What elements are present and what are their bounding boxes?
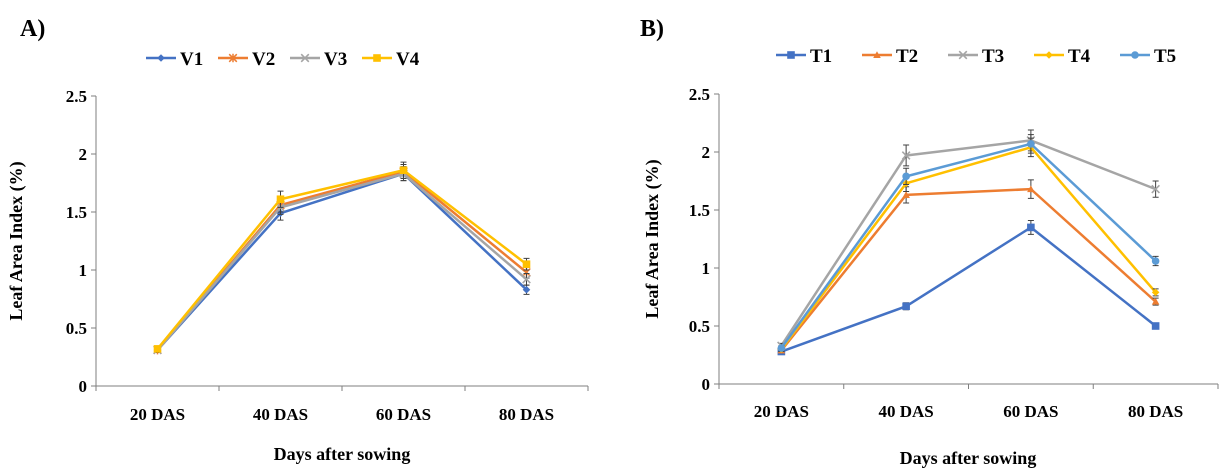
data-point (777, 344, 786, 352)
x-axis-title: Days after sowing (274, 444, 411, 464)
data-point (1151, 288, 1160, 297)
panel-label: A) (20, 16, 45, 42)
legend-item: V4 (362, 49, 420, 70)
legend-marker (873, 51, 881, 59)
series-line (156, 168, 528, 350)
data-point (399, 166, 408, 175)
data-point (902, 172, 910, 181)
series-T1 (777, 219, 1160, 356)
y-axis-title: Leaf Area Index (%) (642, 159, 663, 318)
legend-item: V2 (218, 49, 275, 70)
chart-panel-1: A) V1 V2 V3 V4 0 0.5 1 1.5 2 2.5 20 DAS 40 DAS 60 DAS… (6, 16, 589, 464)
y-tick-label: 1.5 (66, 203, 87, 222)
legend-marker (300, 53, 310, 63)
x-tick-label: 20 DAS (754, 402, 809, 421)
data-point (901, 151, 911, 160)
legend-label: V4 (396, 49, 420, 70)
y-axis-title: Leaf Area Index (%) (6, 161, 27, 320)
y-tick-label: 0.5 (66, 319, 87, 338)
legend-marker (958, 50, 968, 60)
legend-item: T4 (1034, 46, 1091, 67)
series-line (780, 142, 1157, 349)
x-tick-label: 20 DAS (130, 405, 185, 424)
legend-item: V3 (290, 49, 347, 70)
legend-marker (228, 53, 238, 63)
y-tick-label: 0 (702, 375, 711, 394)
legend-marker (1131, 51, 1139, 59)
legend-label: T4 (1068, 46, 1091, 67)
legend-marker (157, 54, 165, 62)
data-point (153, 345, 162, 353)
panel-label: B) (640, 16, 664, 42)
data-point (1151, 257, 1160, 265)
legend-label: V3 (324, 49, 347, 70)
series-line (156, 170, 528, 351)
legend-label: T1 (810, 46, 832, 67)
x-tick-label: 40 DAS (253, 405, 308, 424)
x-tick-label: 60 DAS (376, 405, 431, 424)
x-tick-label: 80 DAS (1128, 402, 1183, 421)
chart-panel-2: B) T1 T2 T3 T4 T5 0 0.5 1 1.5 2 2.5 20 DAS 40 DAS 60 D… (640, 16, 1219, 468)
y-tick-label: 0.5 (689, 317, 710, 336)
series-line (780, 146, 1157, 350)
legend-label: V1 (180, 49, 203, 70)
legend-item: T2 (862, 46, 918, 67)
data-point (1027, 140, 1035, 148)
series-T4 (777, 137, 1160, 353)
legend-item: T3 (948, 46, 1004, 67)
x-tick-label: 60 DAS (1003, 402, 1058, 421)
data-point (1151, 297, 1160, 305)
series-line (780, 139, 1157, 347)
x-tick-label: 80 DAS (499, 405, 554, 424)
legend-label: V2 (252, 49, 275, 70)
series-T3 (777, 129, 1160, 351)
x-axis-title: Days after sowing (900, 448, 1037, 468)
legend-label: T5 (1154, 46, 1176, 67)
series-line (780, 187, 1157, 352)
y-tick-label: 2 (79, 145, 88, 164)
data-point (522, 260, 531, 268)
data-point (1027, 223, 1035, 232)
y-tick-label: 1 (79, 261, 88, 280)
series-T5 (777, 134, 1160, 352)
y-tick-label: 1 (702, 259, 711, 278)
y-tick-label: 0 (79, 377, 88, 396)
legend-marker (373, 54, 381, 62)
data-point (1027, 185, 1035, 193)
data-point (1151, 322, 1160, 330)
y-tick-label: 2 (702, 143, 711, 162)
legend-marker (1045, 51, 1053, 59)
data-point (1151, 184, 1160, 194)
y-tick-label: 2.5 (689, 85, 710, 104)
legend-label: T2 (896, 46, 918, 67)
data-point (902, 302, 910, 311)
legend-item: V1 (146, 49, 203, 70)
series-V4 (153, 161, 531, 353)
data-point (276, 195, 285, 204)
legend-marker (787, 51, 795, 59)
legend-item: T1 (776, 46, 832, 67)
series-line (156, 172, 528, 351)
data-point (522, 274, 531, 284)
series-V1 (153, 166, 531, 354)
series-V3 (153, 166, 531, 355)
x-tick-label: 40 DAS (878, 402, 933, 421)
legend-label: T3 (982, 46, 1004, 67)
legend-item: T5 (1120, 46, 1176, 67)
series-line (156, 172, 528, 351)
data-point (522, 285, 531, 294)
y-tick-label: 2.5 (66, 87, 87, 106)
data-point (902, 191, 910, 198)
series-line (780, 226, 1157, 353)
y-tick-label: 1.5 (689, 201, 710, 220)
